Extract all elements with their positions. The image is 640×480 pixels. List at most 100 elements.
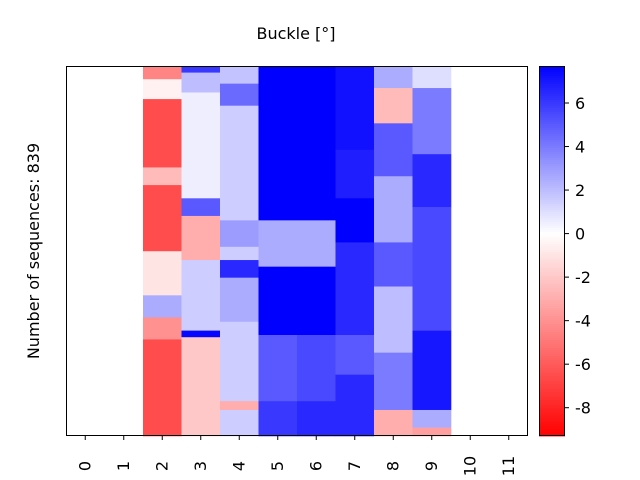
x-tick-label: 2 — [152, 461, 171, 471]
heatmap-cell-col-8 — [374, 409, 413, 437]
heatmap-cell-col-3 — [181, 198, 221, 217]
colorbar-step — [539, 288, 565, 291]
colorbar-step — [539, 170, 565, 173]
colorbar-step — [539, 390, 565, 393]
heatmap-cells — [143, 66, 452, 437]
colorbar-step — [539, 242, 565, 245]
colorbar-step — [539, 270, 565, 273]
colorbar-step — [539, 286, 565, 289]
colorbar-step — [539, 118, 565, 121]
heatmap-cell-col-8 — [374, 286, 413, 353]
colorbar-step — [539, 72, 565, 75]
colorbar-step — [539, 306, 565, 309]
colorbar-step — [539, 432, 565, 435]
colorbar-step — [539, 98, 565, 101]
heatmap-cell-col-2 — [143, 79, 182, 100]
colorbar-step — [539, 156, 565, 159]
colorbar-step — [539, 214, 565, 217]
colorbar-step — [539, 192, 565, 195]
colorbar-step — [539, 252, 565, 255]
colorbar-step — [539, 150, 565, 153]
colorbar-step — [539, 330, 565, 333]
heatmap-cell-col-5 — [258, 66, 298, 221]
colorbar-step — [539, 354, 565, 357]
colorbar-step — [539, 110, 565, 113]
heatmap-cell-col-4 — [220, 220, 259, 248]
colorbar-step — [539, 234, 565, 237]
x-tick-label: 0 — [75, 461, 94, 471]
colorbar-step — [539, 400, 565, 403]
heatmap-cell-col-9 — [412, 66, 452, 89]
colorbar-step — [539, 198, 565, 201]
colorbar-step — [539, 424, 565, 427]
colorbar-step — [539, 312, 565, 315]
colorbar-tick-label: 4 — [575, 138, 585, 157]
colorbar-step — [539, 262, 565, 265]
colorbar-step — [539, 218, 565, 221]
colorbar-step — [539, 402, 565, 405]
colorbar-step — [539, 166, 565, 169]
colorbar-step — [539, 294, 565, 297]
colorbar-step — [539, 374, 565, 377]
colorbar-step — [539, 90, 565, 93]
colorbar-step — [539, 162, 565, 165]
colorbar-step — [539, 254, 565, 257]
colorbar-step — [539, 428, 565, 431]
heatmap-cell-col-4 — [220, 409, 259, 437]
colorbar-step — [539, 74, 565, 77]
colorbar-step — [539, 336, 565, 339]
colorbar-step — [539, 426, 565, 429]
colorbar-step — [539, 122, 565, 125]
colorbar-step — [539, 388, 565, 391]
heatmap-cell-col-7 — [335, 335, 375, 376]
heatmap-cell-col-3 — [181, 215, 221, 261]
colorbar-step — [539, 404, 565, 407]
colorbar-step — [539, 320, 565, 323]
heatmap-cell-col-9 — [412, 154, 452, 208]
colorbar-step — [539, 108, 565, 111]
colorbar-tick-label: -4 — [575, 312, 591, 331]
heatmap-cell-col-9 — [412, 409, 452, 428]
heatmap-cell-col-3 — [181, 66, 221, 73]
heatmap-cell-col-8 — [374, 66, 413, 89]
colorbar-step — [539, 272, 565, 275]
colorbar-step — [539, 368, 565, 371]
colorbar-step — [539, 158, 565, 161]
colorbar-step — [539, 274, 565, 277]
colorbar-step — [539, 318, 565, 321]
colorbar-step — [539, 178, 565, 181]
colorbar-step — [539, 244, 565, 247]
heatmap-cell-col-4 — [220, 277, 259, 323]
heatmap-cell-col-6 — [297, 220, 336, 267]
colorbar-step — [539, 132, 565, 135]
colorbar-step — [539, 304, 565, 307]
colorbar-step — [539, 100, 565, 103]
colorbar-step — [539, 370, 565, 373]
colorbar-step — [539, 138, 565, 141]
heatmap-cell-col-3 — [181, 72, 221, 93]
colorbar-step — [539, 190, 565, 193]
colorbar-step — [539, 298, 565, 301]
colorbar-tick-label: -6 — [575, 355, 591, 374]
colorbar-step — [539, 246, 565, 249]
colorbar-step — [539, 278, 565, 281]
colorbar-step — [539, 130, 565, 133]
colorbar-step — [539, 266, 565, 269]
colorbar-step — [539, 210, 565, 213]
colorbar-step — [539, 116, 565, 119]
colorbar-step — [539, 104, 565, 107]
colorbar-step — [539, 276, 565, 279]
chart-title: Buckle [°] — [256, 24, 335, 43]
heatmap-cell-col-5 — [258, 401, 298, 437]
colorbar-tick-label: 0 — [575, 225, 585, 244]
heatmap-cell-col-7 — [335, 149, 375, 199]
colorbar-step — [539, 260, 565, 263]
colorbar-step — [539, 350, 565, 353]
colorbar-step — [539, 186, 565, 189]
heatmap-cell-col-3 — [181, 92, 221, 199]
colorbar-step — [539, 188, 565, 191]
colorbar-gradient — [539, 66, 565, 437]
colorbar-step — [539, 172, 565, 175]
heatmap-cell-col-6 — [297, 66, 336, 221]
